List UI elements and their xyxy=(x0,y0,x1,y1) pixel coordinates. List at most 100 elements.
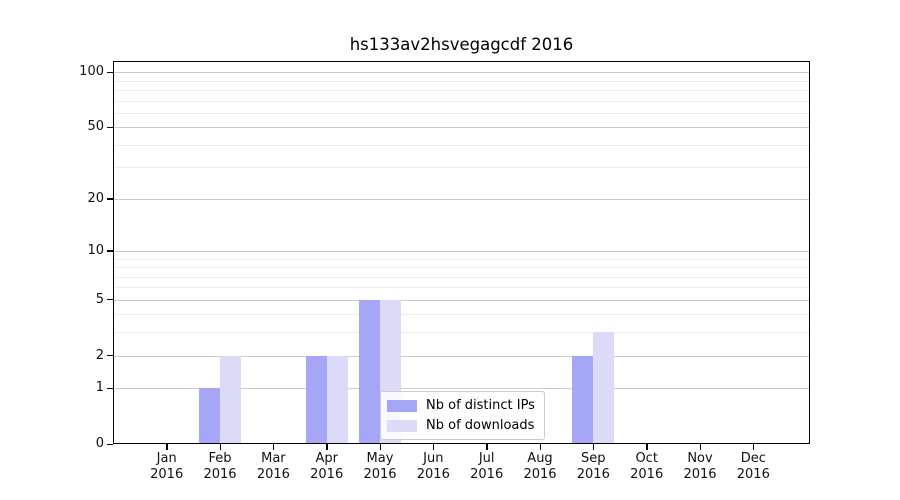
bar-distinct-ips-feb xyxy=(199,388,220,444)
x-tick-month: May xyxy=(366,451,394,466)
gridline-major xyxy=(113,250,810,252)
gridline-major xyxy=(113,388,810,390)
x-tick-month: Feb xyxy=(208,451,232,466)
x-tick-month: Nov xyxy=(687,451,713,466)
x-tick-mark xyxy=(486,444,488,450)
x-tick-label: May 2016 xyxy=(345,451,415,483)
y-tick-label: 50 xyxy=(87,119,104,135)
x-tick-mark xyxy=(699,444,701,450)
gridline-minor xyxy=(113,112,810,114)
plot-frame xyxy=(113,61,810,444)
gridline-minor xyxy=(113,267,810,268)
x-tick-month: Jul xyxy=(478,451,495,466)
x-tick-year: 2016 xyxy=(736,467,770,482)
gridline-major xyxy=(113,198,810,200)
gridline-minor xyxy=(113,258,810,260)
legend-swatch-distinct-ips xyxy=(387,399,417,412)
x-tick-year: 2016 xyxy=(150,467,184,482)
x-tick-year: 2016 xyxy=(470,467,504,482)
gridline-minor xyxy=(113,100,810,102)
y-tick-mark xyxy=(107,250,113,252)
x-tick-mark xyxy=(379,444,381,450)
x-tick-label: Jun 2016 xyxy=(398,451,468,483)
x-tick-month: Jan xyxy=(156,451,177,466)
gridline-minor xyxy=(113,314,810,316)
y-tick-label: 5 xyxy=(95,291,104,307)
x-tick-mark xyxy=(219,444,221,450)
x-tick-label: Jan 2016 xyxy=(132,451,202,483)
x-tick-month: Sep xyxy=(581,451,606,466)
x-tick-label: Jul 2016 xyxy=(452,451,522,483)
bar-downloads-apr xyxy=(326,355,348,444)
x-tick-mark xyxy=(272,444,275,450)
y-tick-mark xyxy=(107,299,113,301)
x-tick-label: Sep 2016 xyxy=(558,451,628,483)
gridline-minor xyxy=(113,167,810,169)
x-tick-year: 2016 xyxy=(683,467,717,482)
legend: Nb of distinct IPs Nb of downloads xyxy=(380,391,545,440)
x-tick-mark xyxy=(166,444,168,450)
y-tick-label: 100 xyxy=(79,64,104,80)
x-tick-year: 2016 xyxy=(630,467,664,482)
y-tick-label: 0 xyxy=(95,436,104,451)
x-tick-year: 2016 xyxy=(576,467,610,482)
gridline-major xyxy=(113,72,810,74)
x-tick-year: 2016 xyxy=(310,467,344,482)
x-tick-label: Feb 2016 xyxy=(185,451,255,483)
x-tick-mark xyxy=(752,444,755,450)
x-tick-year: 2016 xyxy=(523,467,557,482)
x-tick-mark xyxy=(539,444,541,450)
x-tick-month: Oct xyxy=(635,451,658,466)
gridline-minor xyxy=(113,287,810,289)
gridline-minor xyxy=(113,144,810,146)
x-tick-label: Apr 2016 xyxy=(292,451,362,483)
x-tick-year: 2016 xyxy=(256,467,290,482)
x-tick-mark xyxy=(646,444,648,450)
y-tick-mark xyxy=(107,71,113,74)
legend-item-downloads: Nb of downloads xyxy=(387,418,535,433)
gridline-major xyxy=(113,299,810,301)
y-tick-label: 10 xyxy=(87,242,104,258)
bar-distinct-ips-may xyxy=(359,299,380,444)
plot-area: Nb of distinct IPs Nb of downloads xyxy=(113,61,810,444)
y-tick-mark xyxy=(107,355,113,357)
x-tick-label: Mar 2016 xyxy=(238,451,308,483)
gridline-major xyxy=(113,127,810,129)
legend-label-distinct-ips: Nb of distinct IPs xyxy=(426,398,535,413)
gridline-major xyxy=(113,355,810,357)
chart-title: hs133av2hsvegagcdf 2016 xyxy=(349,35,574,54)
y-tick-mark xyxy=(107,387,113,390)
y-tick-label: 2 xyxy=(95,347,104,363)
gridline-minor xyxy=(113,276,810,278)
x-tick-year: 2016 xyxy=(203,467,237,482)
x-tick-year: 2016 xyxy=(416,467,450,482)
x-tick-month: Mar xyxy=(261,451,286,466)
bar-downloads-feb xyxy=(220,355,241,444)
x-tick-mark xyxy=(326,444,328,450)
bar-distinct-ips-apr xyxy=(305,355,327,444)
gridline-minor xyxy=(113,89,810,91)
y-tick-mark xyxy=(107,198,113,200)
x-tick-month: Apr xyxy=(315,451,338,466)
x-tick-month: Dec xyxy=(740,451,766,466)
x-tick-mark xyxy=(592,444,595,450)
gridline-minor xyxy=(113,80,810,82)
x-tick-label: Oct 2016 xyxy=(612,451,682,483)
x-tick-label: Nov 2016 xyxy=(665,451,735,483)
x-tick-label: Aug 2016 xyxy=(505,451,575,483)
x-tick-label: Dec 2016 xyxy=(718,451,788,483)
y-tick-label: 1 xyxy=(95,380,104,396)
y-tick-label: 20 xyxy=(87,190,104,206)
gridline-minor xyxy=(113,332,810,334)
legend-swatch-downloads xyxy=(387,419,417,432)
x-tick-mark xyxy=(432,444,435,450)
x-tick-month: Aug xyxy=(527,451,553,466)
legend-label-downloads: Nb of downloads xyxy=(426,418,535,433)
x-tick-month: Jun xyxy=(423,451,444,466)
y-tick-mark xyxy=(107,126,113,129)
legend-item-distinct-ips: Nb of distinct IPs xyxy=(387,398,535,413)
bar-distinct-ips-sep xyxy=(572,355,594,444)
bar-downloads-sep xyxy=(593,332,615,444)
y-tick-mark xyxy=(107,443,113,445)
